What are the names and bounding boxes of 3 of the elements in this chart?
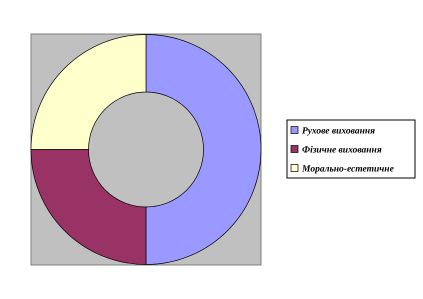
legend-label: Рухове виховання bbox=[302, 126, 376, 136]
legend-label: Фізичне виховання bbox=[302, 146, 382, 156]
legend-label: Морально-естетичне bbox=[301, 164, 395, 174]
